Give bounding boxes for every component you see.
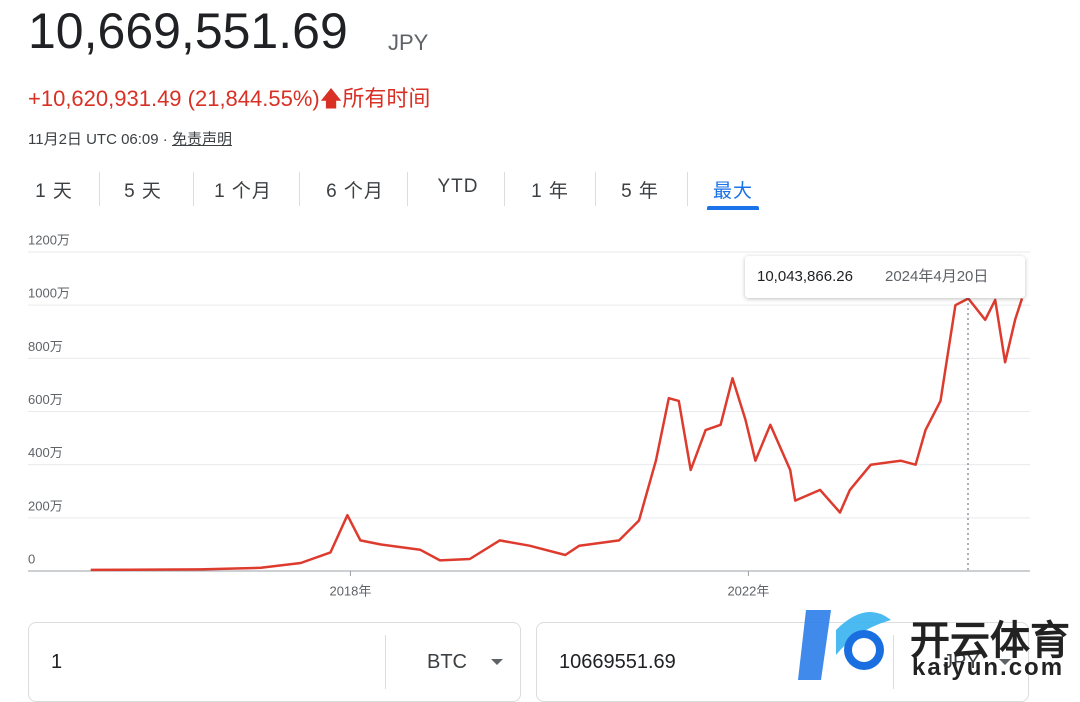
- price: 10,669,551.69: [28, 3, 348, 59]
- range-tab[interactable]: 1 天: [35, 181, 73, 202]
- y-tick-label: 0: [28, 551, 35, 566]
- range-tab[interactable]: 5 年: [621, 181, 659, 202]
- tab-separator: [299, 172, 300, 206]
- tab-separator: [686, 172, 688, 206]
- chart: 0 200万 400万 600万 800万 1000万 1200万 2018年 2022年 10,…: [28, 232, 1030, 598]
- price-line: [90, 297, 1024, 572]
- from-amount[interactable]: 1: [51, 651, 63, 673]
- tooltip-box: [745, 256, 1025, 298]
- range-tab[interactable]: 1 年: [531, 181, 569, 202]
- timestamp-line: 11月2日 UTC 06:09 · 免责声明: [28, 128, 232, 149]
- to-amount[interactable]: 10669551.69: [559, 651, 676, 673]
- to-currency[interactable]: JPY: [943, 651, 980, 673]
- dropdown-arrow: [491, 659, 503, 665]
- range-tab[interactable]: 1 个月: [214, 181, 272, 202]
- tab-separator: [406, 172, 408, 206]
- y-tick-label: 800万: [28, 339, 63, 354]
- logo-icon: [798, 610, 891, 680]
- currency: JPY: [388, 30, 429, 55]
- tab-separator: [504, 172, 505, 206]
- divider: [893, 635, 894, 689]
- period: 所有时间: [342, 86, 431, 111]
- range-tab[interactable]: 6 个月: [326, 181, 384, 202]
- range-tab[interactable]: YTD: [437, 176, 479, 197]
- y-tick-label: 200万: [28, 498, 63, 513]
- range-tab[interactable]: 最大: [706, 176, 760, 210]
- active-underline: [706, 206, 760, 210]
- x-tick-label: 2022年: [727, 583, 769, 598]
- tab-separator: [193, 172, 194, 206]
- y-tick-label: 600万: [28, 392, 63, 407]
- tab-separator: [98, 172, 100, 206]
- timestamp: 11月2日 UTC 06:09 ·: [28, 131, 172, 148]
- tooltip-date: 2024年4月20日: [885, 268, 988, 285]
- dropdown-arrow: [999, 659, 1011, 665]
- change: +10,620,931.49 (21,844.55%)🡅所有时间: [28, 81, 430, 120]
- tooltip-value: 10,043,866.26: [757, 268, 853, 285]
- change-value: +10,620,931.49 (21,844.55%): [28, 86, 320, 111]
- disclaimer[interactable]: 免责声明: [171, 131, 232, 148]
- watermark-logo: [796, 600, 896, 690]
- watermark-name: 开云体育: [910, 619, 1070, 663]
- up-arrow: 🡅: [319, 86, 343, 111]
- tab-separator: [595, 172, 596, 206]
- from-box[interactable]: 1 BTC: [28, 622, 521, 702]
- divider: [385, 635, 386, 689]
- range-tab[interactable]: 5 天: [124, 181, 162, 202]
- from-currency[interactable]: BTC: [427, 651, 467, 673]
- x-tick-label: 2018年: [329, 583, 371, 598]
- y-tick-label: 1200万: [28, 232, 70, 247]
- watermark-site: kaiyun.com: [912, 654, 1065, 681]
- y-tick-label: 1000万: [28, 286, 70, 301]
- y-tick-label: 400万: [28, 445, 63, 460]
